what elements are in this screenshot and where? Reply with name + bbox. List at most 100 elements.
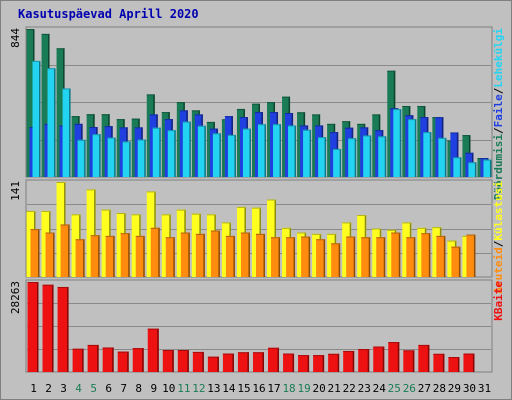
hits-bar-30-top (462, 135, 471, 137)
visits-bar-16-top (251, 207, 261, 209)
files-bar-18-top (285, 112, 294, 114)
kbytes-bar-23-edge (367, 349, 370, 372)
sites-bar-22-top (346, 236, 356, 238)
pages-bar-22-edge (354, 138, 357, 177)
kbytes-bar-17-edge (277, 347, 280, 372)
x-tick-label-3: 3 (60, 382, 67, 395)
sites-bar-1-top (30, 229, 40, 231)
pages-bar-4-edge (84, 139, 86, 177)
sites-bar-20-top (316, 239, 326, 241)
hits-bar-2-top (41, 33, 50, 35)
x-tick-label-13: 13 (207, 382, 220, 395)
x-tick-label-20: 20 (313, 382, 326, 395)
sites-bar-12-edge (203, 233, 205, 277)
pages-bar-25-top (393, 109, 402, 111)
sites-bar-21-edge (338, 243, 341, 277)
sites-bar-29-edge (458, 246, 461, 277)
kbytes-bar-10-edge (172, 350, 174, 372)
x-tick-label-11: 11 (177, 382, 190, 395)
kbytes-bar-2-edge (52, 284, 54, 372)
kbytes-bar-28-top (433, 353, 445, 355)
sites-bar-18-top (286, 237, 296, 239)
sites-bar-26-edge (413, 237, 416, 277)
sites-bar-23-top (361, 237, 371, 239)
visits-bar-29-top (447, 240, 457, 242)
kbytes-bar-21-edge (337, 353, 340, 372)
kbytes-bar-22 (343, 350, 355, 372)
legend-visits: Külastusi (492, 181, 505, 241)
sites-bar-1 (30, 229, 40, 277)
visits-bar-12-top (191, 213, 201, 215)
sites-bar-14-top (225, 235, 235, 237)
sites-bar-30 (466, 234, 476, 277)
pages-bar-18 (288, 125, 297, 177)
visits-bar-21-top (327, 233, 337, 235)
visits-bar-23-top (357, 215, 367, 217)
hits-bar-10-top (161, 112, 170, 114)
kbytes-bar-25 (388, 342, 400, 372)
pages-bar-2 (47, 68, 56, 177)
pages-bar-20-edge (324, 137, 327, 177)
pages-bar-31 (483, 159, 492, 177)
sites-bar-30-edge (473, 234, 476, 277)
sites-bar-17-edge (278, 237, 281, 277)
kbytes-bar-12 (192, 351, 204, 372)
sites-bar-5 (90, 235, 100, 277)
pages-bar-24-edge (384, 136, 387, 177)
pages-bar-13-top (212, 133, 221, 135)
hits-bar-23-top (357, 123, 366, 125)
sites-bar-29 (451, 246, 461, 277)
pages-bar-2-top (47, 68, 56, 70)
pages-bar-12-edge (204, 125, 206, 177)
sites-bar-4 (75, 239, 85, 277)
kbytes-bar-23 (358, 349, 370, 372)
hits-bar-1-top (26, 29, 35, 30)
pages-bar-2-edge (54, 68, 56, 177)
sites-bar-23-edge (368, 237, 371, 277)
files-bar-14-top (224, 116, 233, 118)
legend-bottom: KBaite (492, 281, 505, 321)
pages-bar-10-top (167, 130, 176, 132)
pages-bar-25 (393, 109, 402, 177)
kbytes-bar-12-edge (202, 351, 204, 372)
pages-bar-27-top (423, 132, 432, 134)
kbytes-bar-6 (102, 347, 114, 372)
files-bar-13-top (209, 128, 218, 130)
sites-bar-8-top (135, 235, 145, 237)
pages-bar-21-top (333, 148, 342, 150)
x-tick-label-5: 5 (90, 382, 97, 395)
kbytes-bar-16 (252, 352, 264, 372)
visits-bar-1-top (26, 210, 36, 212)
pages-bar-11-top (182, 121, 191, 123)
visits-bar-5-top (86, 189, 96, 191)
pages-bar-26-edge (414, 119, 417, 177)
pages-bar-29 (453, 157, 462, 177)
pages-bar-27-edge (429, 132, 432, 177)
pages-bar-11 (182, 121, 191, 177)
pages-bar-17 (273, 124, 282, 177)
hits-bar-19-top (297, 112, 306, 114)
legend-hits: Pöördumisi (492, 134, 505, 201)
sites-bar-5-top (90, 235, 100, 237)
kbytes-bar-14-top (222, 353, 234, 355)
kbytes-bar-13-top (207, 356, 219, 358)
visits-bar-19-top (297, 232, 307, 234)
x-tick-label-1: 1 (30, 382, 37, 395)
sites-bar-28-edge (443, 235, 446, 277)
files-bar-24-top (375, 130, 384, 132)
sites-bar-19-edge (308, 236, 311, 277)
x-tick-label-24: 24 (373, 382, 387, 395)
hits-bar-7-top (116, 119, 125, 121)
kbytes-bar-1-top (27, 282, 39, 283)
files-bar-10-top (164, 119, 173, 121)
x-tick-label-23: 23 (358, 382, 371, 395)
files-bar-23-top (360, 127, 369, 129)
pages-bar-14 (227, 134, 236, 177)
x-tick-label-27: 27 (418, 382, 431, 395)
kbytes-bar-6-top (102, 347, 114, 349)
pages-bar-3 (62, 88, 71, 177)
kbytes-bar-27-edge (427, 344, 430, 372)
sites-bar-25-edge (398, 232, 401, 277)
kbytes-bar-15-edge (247, 352, 249, 372)
kbytes-bar-28-edge (442, 353, 445, 372)
